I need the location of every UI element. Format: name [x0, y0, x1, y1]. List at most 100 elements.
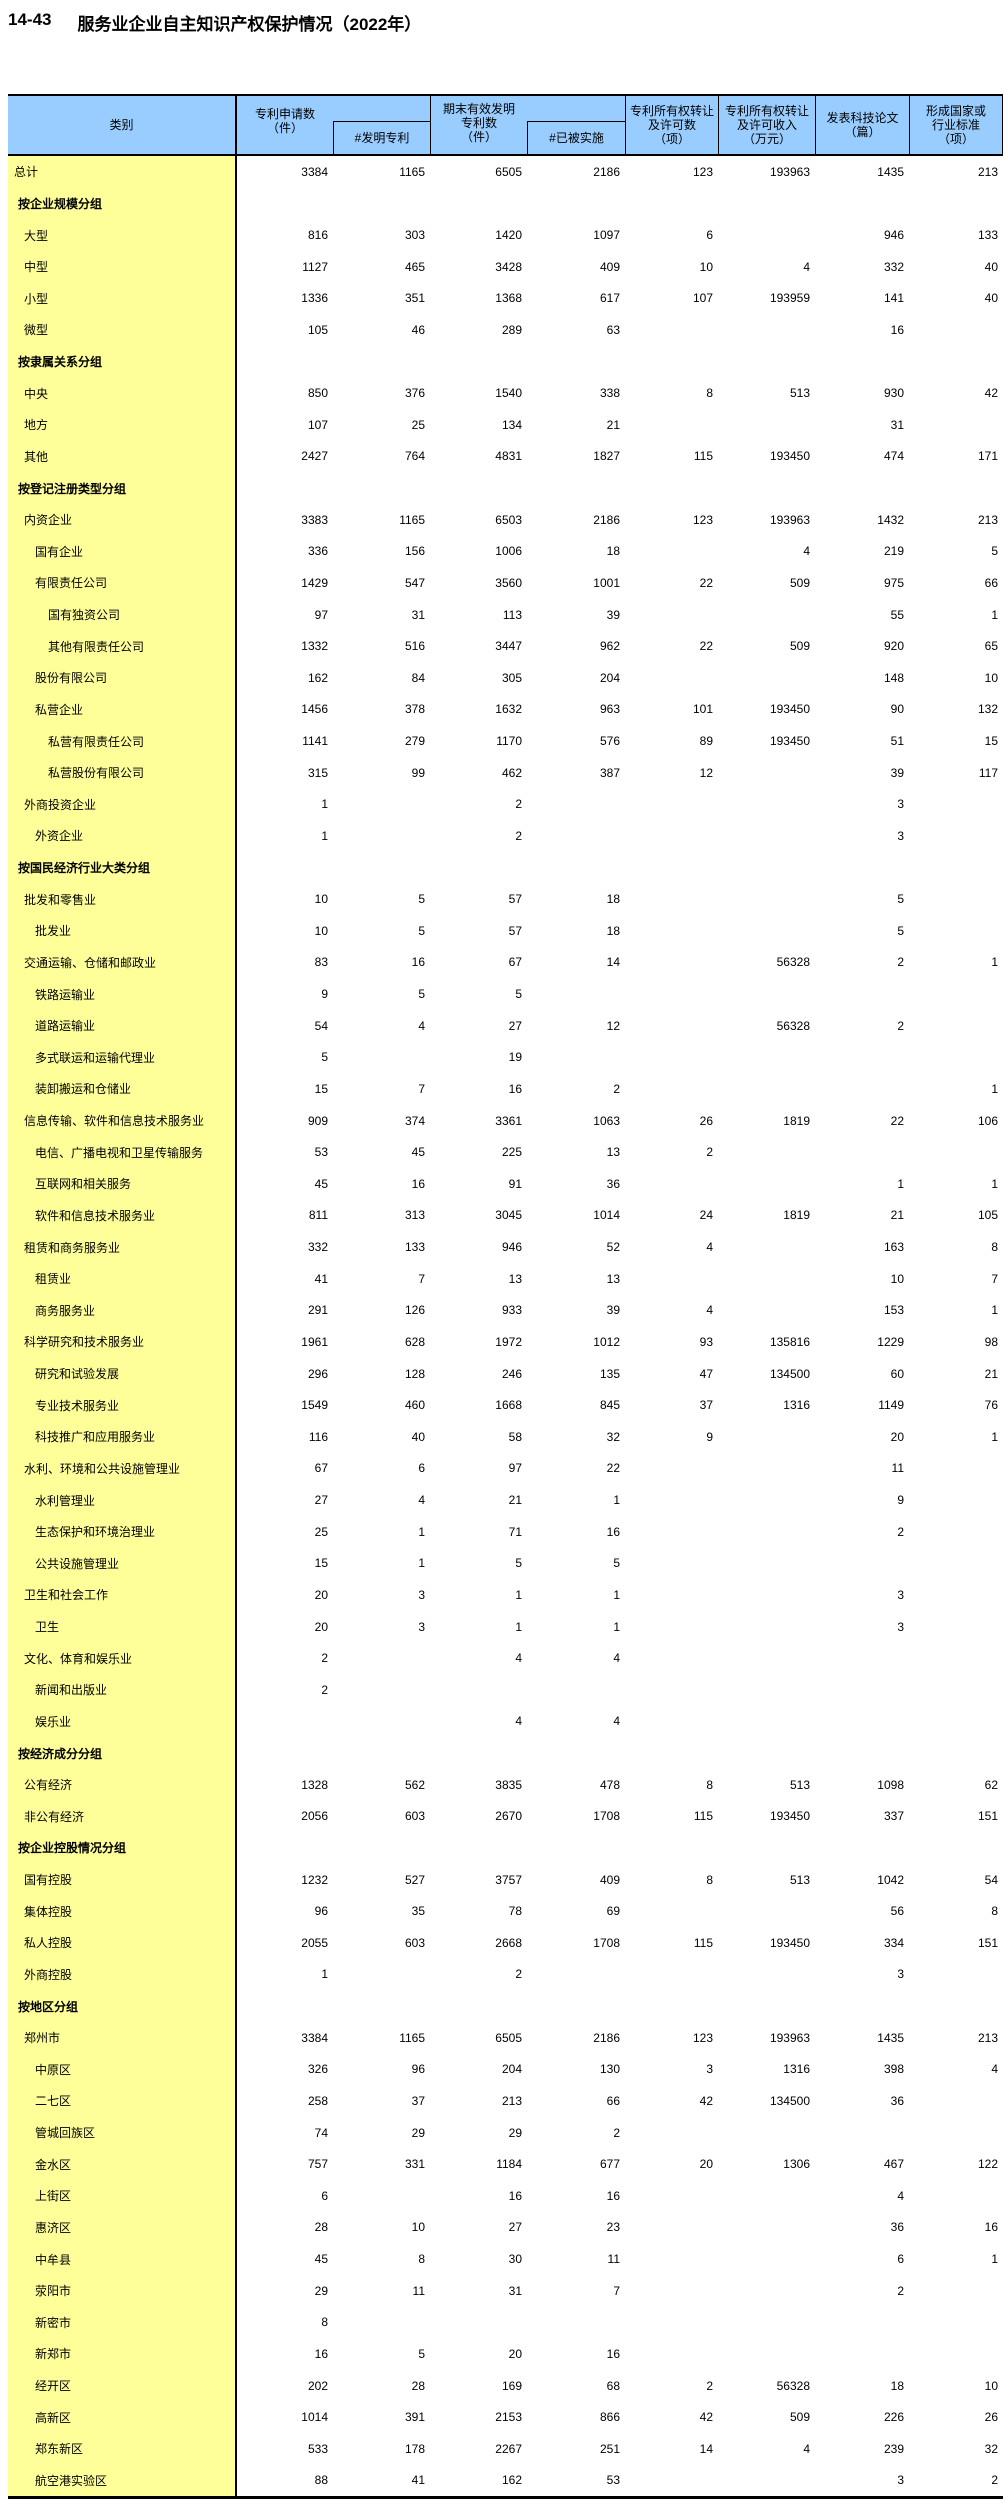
- row-category-label: 娱乐业: [8, 1705, 237, 1738]
- cell-value: [909, 188, 1003, 220]
- table-row: 国有独资公司 97 31 113 39 55 1: [8, 598, 1003, 631]
- cell-value: 78: [508, 1904, 522, 1919]
- cell-value: 1042: [877, 1872, 904, 1887]
- cell-value: 6: [418, 1461, 425, 1476]
- cell-value: 225: [501, 1145, 522, 1160]
- table-row: 荥阳市 29 11 31 7 2: [8, 2274, 1003, 2307]
- cell-value: 866: [599, 2410, 620, 2425]
- cell-value: 13: [606, 1145, 620, 1160]
- table-row: 科技推广和应用服务业 116 40 58 32 9 20 1: [8, 1421, 1003, 1453]
- cell-value: 1: [321, 828, 328, 843]
- cell-value: 13: [508, 1271, 522, 1286]
- cell-value: 509: [789, 639, 810, 654]
- cell-value: 5: [418, 892, 425, 907]
- cell-value: 1336: [301, 291, 328, 306]
- cell-value: 462: [501, 765, 522, 780]
- cell-value: 336: [307, 544, 328, 559]
- cell-value: 1708: [593, 1935, 620, 1950]
- cell-value: [625, 346, 718, 378]
- cell-value: 239: [883, 2441, 904, 2456]
- cell-value: [909, 978, 1003, 1010]
- table-row: 新闻和出版业 2: [8, 1674, 1003, 1706]
- table-row: 中央 850 376 1540 338 8 513 930 42: [8, 377, 1003, 409]
- row-category-label: 国有控股: [8, 1863, 237, 1896]
- cell-value: 2: [613, 2125, 620, 2140]
- cell-value: 22: [699, 639, 713, 654]
- cell-value: [909, 472, 1003, 504]
- cell-value: 1006: [495, 544, 522, 559]
- cell-value: 15: [314, 1081, 328, 1096]
- cell-value: 1332: [301, 639, 328, 654]
- row-category-label: 小型: [8, 282, 237, 315]
- cell-value: 65: [984, 639, 998, 654]
- cell-value: 1819: [783, 1113, 810, 1128]
- table-row: 微型 105 46 289 63 16: [8, 314, 1003, 346]
- cell-value: [625, 2117, 718, 2149]
- row-category-label: 按地区分组: [8, 1990, 237, 2022]
- cell-value: [625, 2338, 718, 2370]
- cell-value: 3384: [301, 164, 328, 179]
- table-row: 交通运输、仓储和邮政业 83 16 67 14 56328 2 1: [8, 946, 1003, 979]
- cell-value: 387: [599, 765, 620, 780]
- cell-value: 513: [789, 1777, 810, 1792]
- cell-value: [625, 978, 718, 1010]
- cell-value: 4: [803, 544, 810, 559]
- cell-value: 9: [706, 1429, 713, 1444]
- cell-value: 105: [977, 1208, 998, 1223]
- cell-value: [815, 1548, 909, 1580]
- row-category-label: 内资企业: [8, 503, 237, 536]
- row-category-label: 高新区: [8, 2401, 237, 2433]
- cell-value: [718, 2275, 815, 2307]
- cell-value: 16: [508, 2188, 522, 2203]
- cell-value: [333, 1674, 430, 1706]
- cell-value: 57: [508, 892, 522, 907]
- row-category-label: 国有企业: [8, 535, 237, 568]
- cell-value: 8: [991, 1904, 998, 1919]
- cell-value: 96: [411, 2062, 425, 2077]
- cell-value: 1668: [495, 1398, 522, 1413]
- row-category-label: 私营股份有限公司: [8, 756, 237, 789]
- table-row: 地方 107 25 134 21 31: [8, 409, 1003, 441]
- cell-value: [527, 820, 625, 852]
- cell-value: 22: [699, 575, 713, 590]
- cell-value: 16: [606, 2346, 620, 2361]
- cell-value: 26: [699, 1113, 713, 1128]
- cell-value: 123: [692, 2030, 713, 2045]
- statistical-table: 类别 专利申请数 （件） #发明专利 期末有效发明 专利数 （件） #已被实施 …: [8, 94, 1003, 2500]
- cell-value: 1306: [783, 2157, 810, 2172]
- cell-value: 2: [897, 2283, 904, 2298]
- row-category-label: 地方: [8, 409, 237, 441]
- cell-value: [430, 852, 527, 884]
- col-header-transfer-license-count: 专利所有权转让 及许可数 （项）: [625, 96, 718, 154]
- cell-value: [718, 1959, 815, 1991]
- cell-value: 39: [606, 607, 620, 622]
- cell-value: 28: [314, 2220, 328, 2235]
- row-category-label: 大型: [8, 219, 237, 251]
- cell-value: 3: [418, 1587, 425, 1602]
- table-row: 公有经济 1328 562 3835 478 8 513 1098 62: [8, 1768, 1003, 1801]
- cell-value: 151: [977, 1935, 998, 1950]
- col-header-standards: 形成国家或 行业标准 （项）: [909, 96, 1003, 154]
- row-category-label: 按企业控股情况分组: [8, 1832, 237, 1864]
- cell-value: 5: [515, 987, 522, 1002]
- cell-value: [527, 1674, 625, 1706]
- cell-value: 1: [613, 1619, 620, 1634]
- cell-value: 29: [508, 2125, 522, 2140]
- cell-value: 628: [404, 1334, 425, 1349]
- cell-value: 76: [984, 1398, 998, 1413]
- cell-value: 811: [308, 1208, 328, 1223]
- cell-value: [909, 1611, 1003, 1643]
- cell-value: 29: [314, 2283, 328, 2298]
- cell-value: [527, 2307, 625, 2339]
- table-row: 大型 816 303 1420 1097 6 946 133: [8, 219, 1003, 251]
- cell-value: 975: [883, 575, 904, 590]
- cell-value: [625, 1611, 718, 1643]
- cell-value: 527: [404, 1872, 425, 1887]
- cell-value: [430, 2307, 527, 2339]
- cell-value: 193450: [769, 702, 810, 717]
- cell-value: 5: [418, 2346, 425, 2361]
- cell-value: 5: [897, 892, 904, 907]
- cell-value: 12: [699, 765, 713, 780]
- cell-value: 376: [404, 386, 425, 401]
